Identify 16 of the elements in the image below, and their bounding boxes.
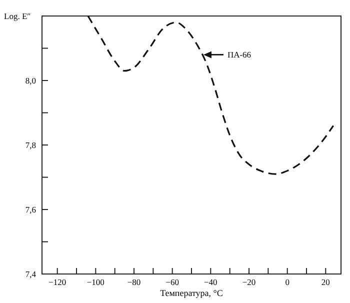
line-series [87, 15, 334, 175]
x-tick-label: −80 [127, 277, 141, 287]
y-axis-title: Log. E″ [4, 11, 32, 21]
x-axis-title: Температура, °C [160, 288, 223, 298]
x-tick-label: −40 [204, 277, 218, 287]
y-tick-label: 7,6 [25, 204, 36, 214]
y-tick-label: 8,0 [25, 76, 36, 86]
x-tick-label: −20 [242, 277, 256, 287]
y-tick-label: 7,4 [25, 269, 37, 279]
y-tick-label: 7,8 [25, 140, 36, 150]
x-tick-label: −120 [48, 277, 66, 287]
x-tick-label: 20 [321, 277, 330, 287]
x-tick-label: −60 [166, 277, 179, 287]
annotation: ПА-66 [227, 50, 252, 60]
x-tick-label: −100 [86, 277, 104, 287]
x-tick-label: 0 [285, 277, 290, 287]
